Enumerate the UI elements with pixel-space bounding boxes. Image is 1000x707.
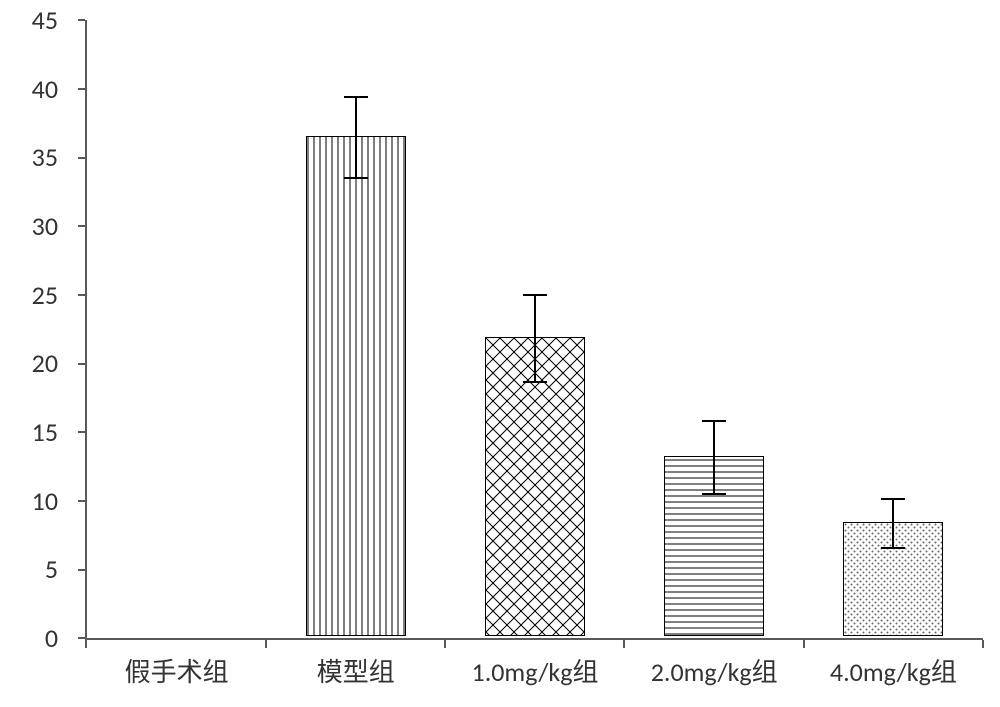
errbar-1mg <box>534 295 536 383</box>
errbar-4mg <box>892 499 894 548</box>
bar-chart: 0 5 10 15 20 25 30 35 40 45 假手术组 模型组 1.0… <box>10 10 990 697</box>
y-tick-mark <box>78 500 85 502</box>
x-tick-mark <box>265 640 267 648</box>
errbar-4mg-top <box>881 498 905 500</box>
errbar-1mg-top <box>523 294 547 296</box>
x-tick-mark <box>85 640 87 648</box>
x-tick-mark <box>444 640 446 648</box>
plot-area <box>85 20 983 640</box>
y-tick-label: 20 <box>0 347 58 379</box>
errbar-2mg-bot <box>702 493 726 495</box>
x-label-2mg: 2.0mg/kg组 <box>651 652 778 689</box>
errbar-model <box>355 97 357 179</box>
y-tick-mark <box>78 431 85 433</box>
y-tick-mark <box>78 294 85 296</box>
y-tick-label: 30 <box>0 210 58 242</box>
y-tick-mark <box>78 157 85 159</box>
y-tick-label: 25 <box>0 279 58 311</box>
x-label-sham: 假手术组 <box>125 652 229 689</box>
y-tick-label: 40 <box>0 73 58 105</box>
errbar-2mg-top <box>702 420 726 422</box>
y-tick-label: 10 <box>0 485 58 517</box>
x-label-1mg: 1.0mg/kg组 <box>472 652 599 689</box>
y-tick-mark <box>78 637 85 639</box>
y-tick-label: 5 <box>0 553 58 585</box>
y-tick-label: 15 <box>0 416 58 448</box>
x-label-model: 模型组 <box>317 652 395 689</box>
x-tick-mark <box>623 640 625 648</box>
y-tick-label: 45 <box>0 4 58 36</box>
errbar-model-bot <box>344 177 368 179</box>
y-tick-mark <box>78 569 85 571</box>
errbar-2mg <box>713 421 715 495</box>
y-tick-label: 35 <box>0 141 58 173</box>
y-tick-mark <box>78 88 85 90</box>
x-tick-mark <box>803 640 805 648</box>
y-tick-label: 0 <box>0 622 58 654</box>
y-tick-mark <box>78 19 85 21</box>
x-label-4mg: 4.0mg/kg组 <box>830 652 957 689</box>
y-tick-mark <box>78 363 85 365</box>
y-tick-mark <box>78 225 85 227</box>
errbar-4mg-bot <box>881 547 905 549</box>
errbar-1mg-bot <box>523 381 547 383</box>
bar-model <box>306 136 406 636</box>
x-tick-mark <box>982 640 984 648</box>
errbar-model-top <box>344 96 368 98</box>
